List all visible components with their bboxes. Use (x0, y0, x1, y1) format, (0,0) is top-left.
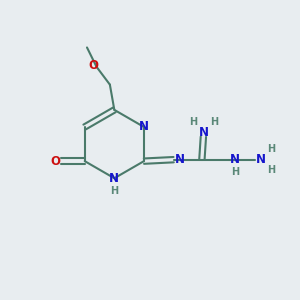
Text: N: N (139, 121, 149, 134)
Text: N: N (230, 153, 240, 166)
Text: H: H (231, 167, 239, 177)
Text: O: O (88, 59, 98, 72)
Text: N: N (198, 125, 208, 139)
Text: N: N (109, 172, 119, 185)
Text: H: H (267, 165, 275, 175)
Text: H: H (210, 117, 218, 127)
Text: H: H (110, 186, 118, 196)
Text: O: O (50, 154, 60, 168)
Text: H: H (267, 144, 275, 154)
Text: H: H (189, 117, 197, 127)
Text: N: N (256, 153, 266, 166)
Text: N: N (175, 153, 184, 166)
